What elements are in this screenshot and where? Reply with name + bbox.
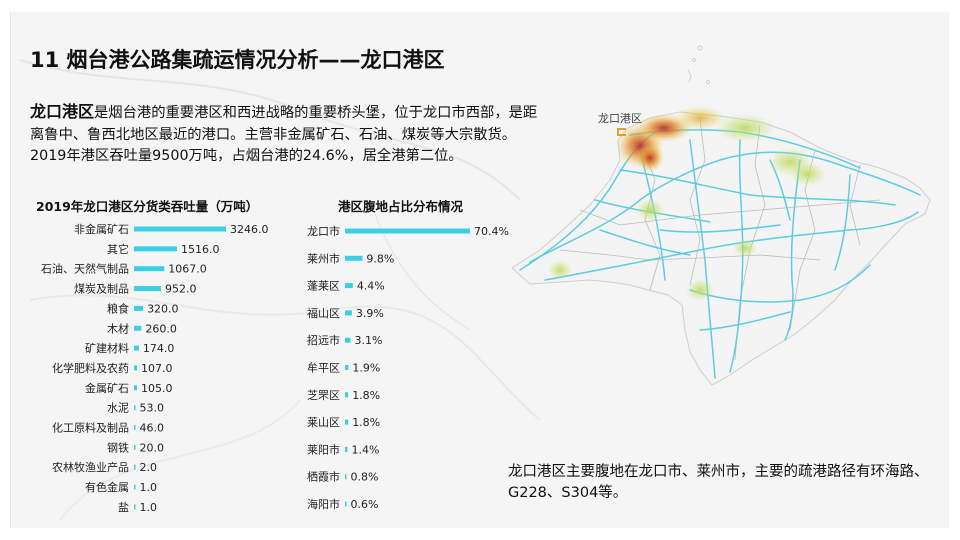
- category-label: 化工原料及制品: [52, 421, 129, 435]
- category-label: 煤炭及制品: [74, 283, 129, 296]
- intro-text: 是烟台港的重要港区和西进战略的重要桥头堡，位于龙口市西部，是距离鲁中、鲁西北地区…: [30, 105, 538, 164]
- map-port-label: 龙口港区: [598, 112, 642, 125]
- category-label: 其它: [107, 242, 129, 256]
- bar: [134, 266, 165, 272]
- value-label: 4.4%: [357, 280, 385, 293]
- category-label: 盐: [118, 501, 129, 514]
- category-label: 栖霞市: [307, 470, 340, 484]
- value-label: 0.8%: [351, 471, 379, 484]
- bar: [134, 325, 142, 331]
- value-label: 1.9%: [352, 362, 380, 375]
- value-label: 1.8%: [352, 389, 380, 402]
- category-label: 莱阳市: [307, 442, 340, 456]
- value-label: 1.4%: [351, 443, 379, 456]
- value-label: 20.0: [140, 441, 165, 454]
- bar: [134, 345, 139, 351]
- bar: [345, 365, 349, 370]
- bar: [134, 286, 161, 292]
- category-label: 招远市: [307, 333, 340, 347]
- bar: [345, 392, 349, 398]
- category-label: 海阳市: [307, 497, 340, 511]
- bar: [134, 484, 136, 490]
- value-label: 3.1%: [355, 334, 383, 347]
- category-label: 蓬莱区: [307, 280, 340, 293]
- value-label: 53.0: [140, 402, 165, 415]
- bar: [134, 385, 137, 391]
- value-label: 3.9%: [356, 307, 384, 320]
- bar: [345, 419, 349, 425]
- category-label: 粮食: [107, 301, 129, 315]
- category-label: 龙口市: [307, 224, 340, 238]
- value-label: 70.4%: [474, 225, 509, 238]
- category-label: 农林牧渔业产品: [52, 460, 129, 474]
- bar: [345, 474, 347, 480]
- value-label: 1516.0: [181, 243, 220, 256]
- value-label: 260.0: [145, 322, 177, 335]
- bar: [345, 337, 351, 343]
- category-label: 牟平区: [307, 361, 340, 375]
- value-label: 3246.0: [230, 223, 269, 236]
- category-label: 莱州市: [307, 251, 340, 265]
- category-label: 非金属矿石: [74, 222, 129, 236]
- bar: [345, 446, 348, 452]
- value-label: 9.8%: [366, 252, 394, 265]
- bar: [134, 226, 226, 232]
- page-title: 11 烟台港公路集疏运情况分析——龙口港区: [30, 48, 445, 72]
- bar: [134, 365, 138, 371]
- bar: [134, 464, 136, 470]
- hinterland-chart-title: 港区腹地占比分布情况: [338, 199, 464, 214]
- bar: [345, 501, 347, 507]
- throughput-chart-title: 2019年龙口港区分货类吞吐量（万吨）: [36, 199, 259, 214]
- value-label: 952.0: [165, 283, 197, 296]
- value-label: 105.0: [141, 382, 173, 395]
- bar: [134, 425, 136, 430]
- bar: [134, 405, 136, 411]
- value-label: 320.0: [147, 302, 179, 315]
- map-note: 龙口港区主要腹地在龙口市、莱州市，主要的疏港路径有环海路、G228、S304等。: [508, 464, 929, 501]
- category-label: 钢铁: [107, 441, 129, 454]
- category-label: 矿建材料: [85, 341, 129, 355]
- category-label: 芝罘区: [307, 389, 340, 402]
- category-label: 福山区: [307, 306, 340, 320]
- bar: [345, 283, 353, 289]
- value-label: 1067.0: [168, 263, 207, 276]
- category-label: 金属矿石: [85, 381, 129, 395]
- bar: [134, 444, 136, 450]
- value-label: 174.0: [143, 342, 175, 355]
- value-label: 1.8%: [352, 416, 380, 429]
- bar: [345, 255, 363, 261]
- bar: [134, 305, 144, 311]
- port-marker-icon: [617, 128, 626, 136]
- category-label: 化学肥料及农药: [52, 361, 129, 375]
- category-label: 水泥: [107, 402, 129, 415]
- bar: [134, 246, 177, 252]
- intro-paragraph: 龙口港区是烟台港的重要港区和西进战略的重要桥头堡，位于龙口市西部，是距离鲁中、鲁…: [30, 101, 550, 168]
- category-label: 石油、天然气制品: [41, 262, 129, 276]
- value-label: 2.0: [140, 461, 158, 474]
- category-label: 木材: [107, 321, 129, 335]
- value-label: 1.0: [140, 481, 158, 494]
- value-label: 46.0: [140, 422, 165, 435]
- bar: [345, 228, 470, 234]
- category-label: 莱山区: [307, 416, 340, 429]
- bar: [345, 310, 352, 316]
- value-label: 1.0: [140, 501, 158, 514]
- value-label: 0.6%: [351, 498, 379, 511]
- bar: [134, 504, 136, 510]
- value-label: 107.0: [141, 362, 173, 375]
- category-label: 有色金属: [85, 480, 129, 494]
- intro-highlight: 龙口港区: [30, 102, 95, 121]
